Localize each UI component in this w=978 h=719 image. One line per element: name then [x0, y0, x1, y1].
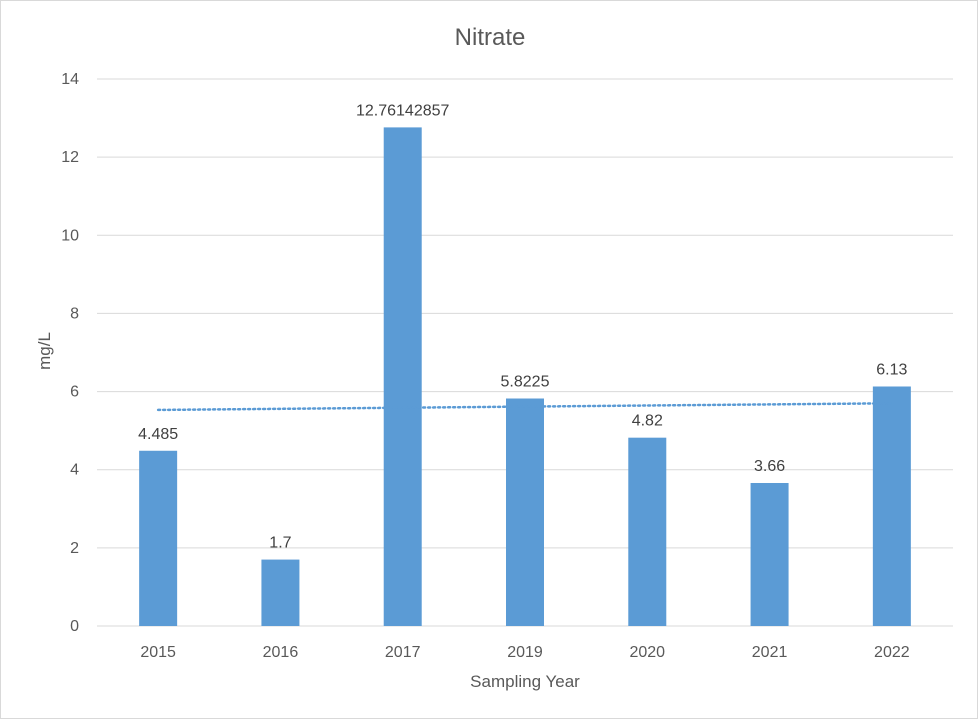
y-tick-label: 12: [61, 149, 79, 166]
data-label: 4.485: [138, 426, 178, 443]
data-label: 4.82: [632, 413, 663, 430]
trendline: [156, 402, 894, 412]
x-tick-label: 2016: [263, 644, 299, 661]
x-tick-label: 2020: [629, 644, 665, 661]
bar-2020: [628, 437, 667, 626]
y-tick-label: 10: [61, 227, 79, 244]
x-tick-label: 2021: [752, 644, 788, 661]
bar-2016: [261, 559, 300, 626]
y-axis-title: mg/L: [35, 332, 54, 370]
data-label: 1.7: [269, 535, 291, 552]
x-tick-label: 2017: [385, 644, 421, 661]
x-axis-ticks: 2015 2016 2017 2019 2020 2021 2022: [140, 644, 909, 661]
y-tick-label: 6: [70, 384, 79, 401]
bar-2022: [872, 386, 911, 626]
bar-2021: [750, 482, 789, 626]
x-tick-label: 2022: [874, 644, 910, 661]
data-label: 6.13: [876, 361, 907, 378]
bars: [139, 127, 911, 626]
bar-2017: [383, 127, 422, 626]
data-labels: 4.485 1.7 12.76142857 5.8225 4.82 3.66 6.13: [138, 102, 907, 551]
data-label: 3.66: [754, 458, 785, 475]
bar-2015: [139, 450, 178, 626]
bar-2019: [506, 398, 544, 626]
y-tick-label: 8: [70, 305, 79, 322]
y-tick-label: 0: [70, 618, 79, 635]
chart-title: Nitrate: [455, 24, 526, 51]
trendline-layer: [156, 402, 894, 412]
data-label: 12.76142857: [356, 102, 450, 119]
y-tick-label: 4: [70, 462, 79, 479]
x-axis-title: Sampling Year: [470, 672, 580, 691]
y-axis-ticks: 0 2 4 6 8 10 12 14: [61, 71, 79, 635]
data-label: 5.8225: [501, 374, 550, 391]
y-tick-label: 14: [61, 71, 79, 88]
y-tick-label: 2: [70, 540, 79, 557]
x-tick-label: 2019: [507, 644, 543, 661]
x-tick-label: 2015: [140, 644, 176, 661]
